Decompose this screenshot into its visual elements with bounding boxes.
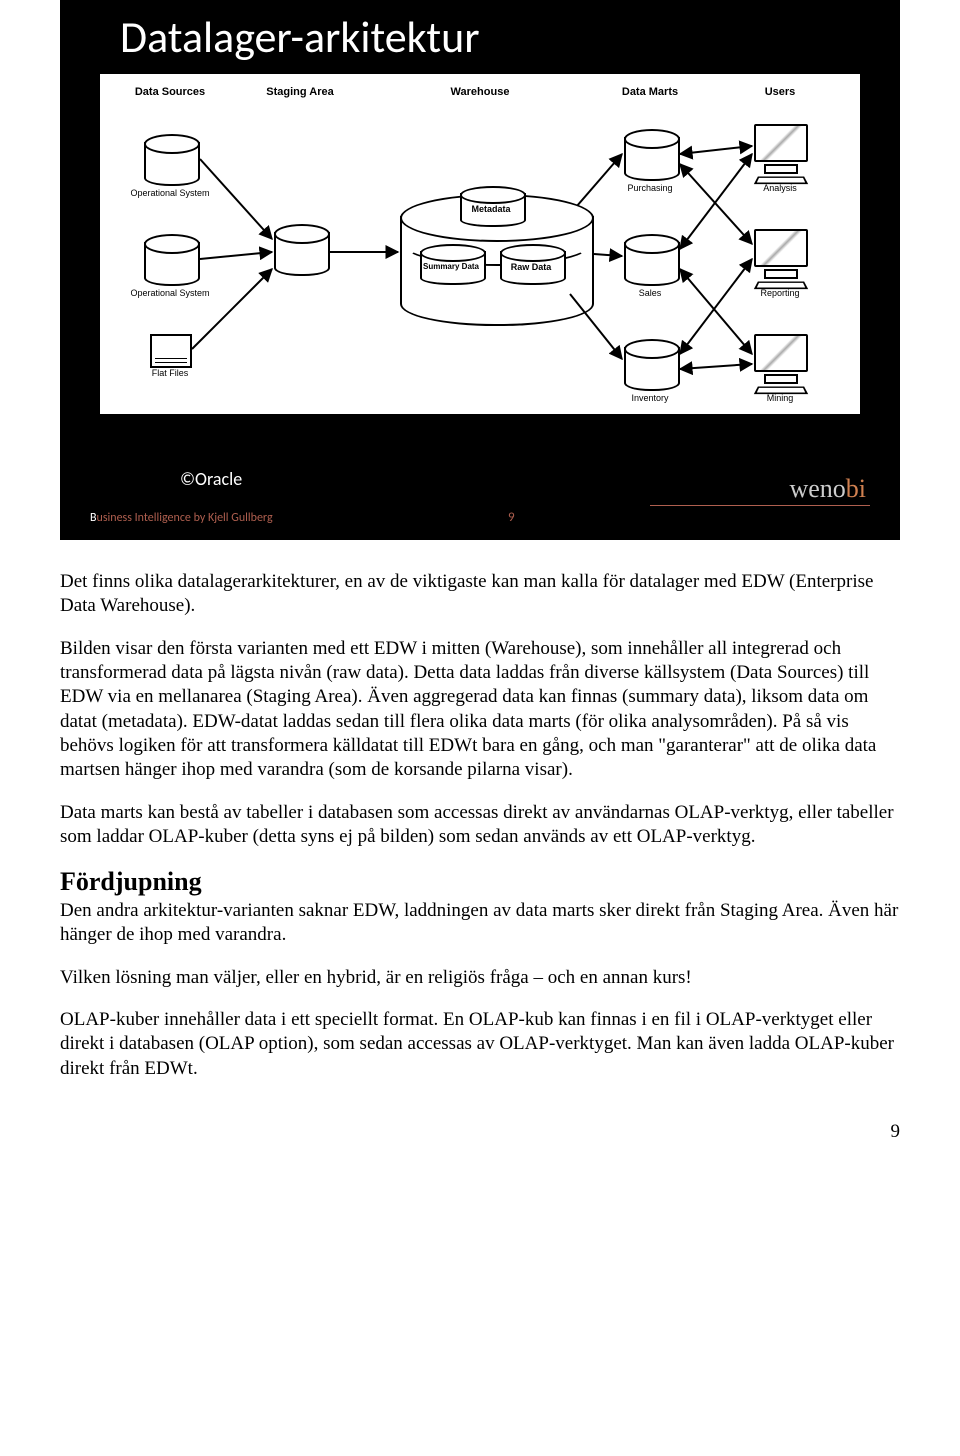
document-page: Datalager-arkitektur Data Sources Stagin… [0, 0, 960, 1183]
monitor-mining [754, 334, 808, 384]
page-number: 9 [60, 1121, 900, 1143]
col-header-sources: Data Sources [130, 86, 210, 98]
label-reporting: Reporting [740, 289, 820, 299]
slide-footer: Business Intelligence by Kjell Gullberg … [60, 510, 900, 525]
inner-raw: Raw Data [500, 244, 562, 286]
cylinder-staging [274, 224, 326, 274]
label-inventory: Inventory [610, 394, 690, 404]
body-text: Det finns olika datalagerarkitekturer, e… [60, 570, 900, 1081]
col-header-users: Users [740, 86, 820, 98]
label-op1: Operational System [130, 189, 210, 199]
label-analysis: Analysis [740, 184, 820, 194]
paragraph-3: Data marts kan bestå av tabeller i datab… [60, 801, 900, 850]
paragraph-2: Bilden visar den första varianten med et… [60, 637, 900, 783]
heading-fordjupning: Fördjupning [60, 867, 900, 897]
label-mining: Mining [740, 394, 820, 404]
label-op2: Operational System [130, 289, 210, 299]
footer-author: Business Intelligence by Kjell Gullberg [90, 511, 273, 525]
cylinder-inventory [624, 339, 676, 389]
slide-container: Datalager-arkitektur Data Sources Stagin… [60, 0, 900, 540]
paragraph-6: OLAP-kuber innehåller data i ett speciel… [60, 1008, 900, 1081]
label-ff: Flat Files [130, 369, 210, 379]
paragraph-1: Det finns olika datalagerarkitekturer, e… [60, 570, 900, 619]
label-purchasing: Purchasing [610, 184, 690, 194]
cylinder-op1 [144, 134, 196, 184]
col-header-marts: Data Marts [610, 86, 690, 98]
cylinder-purchasing [624, 129, 676, 179]
architecture-diagram: Data Sources Staging Area Warehouse Data… [100, 74, 860, 414]
brand-logo: wenobi [789, 474, 866, 504]
paragraph-5: Vilken lösning man väljer, eller en hybr… [60, 966, 900, 990]
label-sales: Sales [610, 289, 690, 299]
slide-credit: ©Oracle [180, 468, 242, 490]
filebox-flatfiles [150, 334, 192, 368]
col-header-warehouse: Warehouse [440, 86, 520, 98]
inner-metadata: Metadata [460, 186, 522, 228]
cylinder-sales [624, 234, 676, 284]
cylinder-op2 [144, 234, 196, 284]
monitor-reporting [754, 229, 808, 279]
brand-underline [650, 505, 870, 506]
footer-slide-number: 9 [273, 510, 750, 525]
slide-title: Datalager-arkitektur [60, 0, 900, 74]
monitor-analysis [754, 124, 808, 174]
col-header-staging: Staging Area [260, 86, 340, 98]
inner-summary: Summary Data [420, 244, 482, 286]
paragraph-4: Den andra arkitektur-varianten saknar ED… [60, 899, 900, 948]
